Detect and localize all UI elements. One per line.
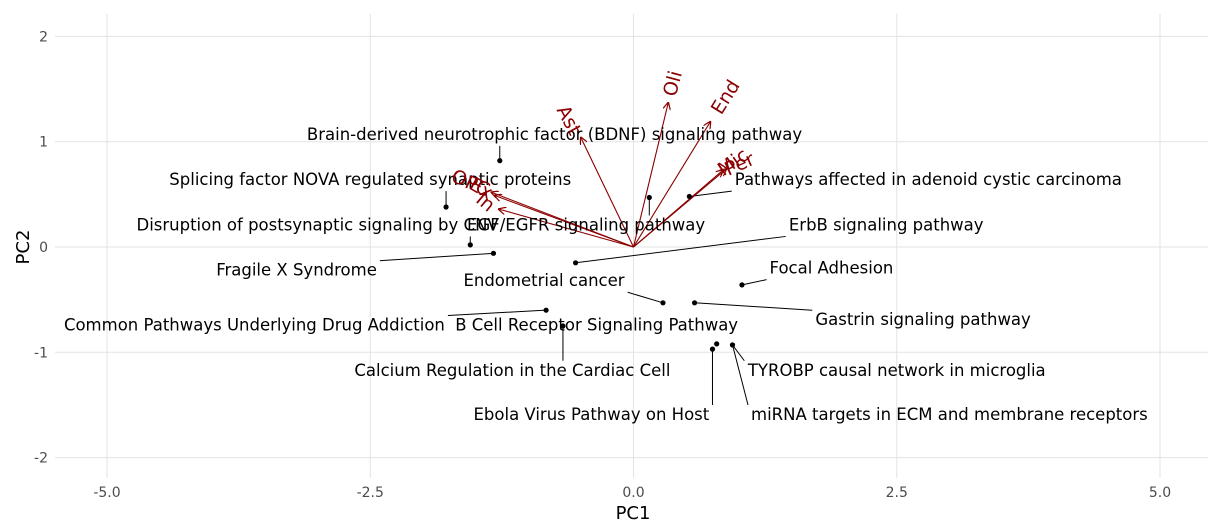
loading-vector-arrow (633, 122, 711, 248)
point-label: Calcium Regulation in the Cardiac Cell (354, 361, 670, 380)
label-leader-line (689, 190, 732, 197)
loading-vector-arrow (632, 103, 669, 248)
point-label: Gastrin signaling pathway (815, 310, 1031, 329)
data-point (686, 193, 692, 200)
point-label: Ebola Virus Pathway on Host (473, 405, 709, 424)
point-label: B Cell Receptor Signaling Pathway (455, 315, 738, 334)
y-tick-label: -2 (34, 451, 48, 467)
loading-vector-arrow (581, 137, 634, 248)
label-leader-line (694, 302, 813, 311)
point-label: Disruption of postsynaptic signaling by … (136, 215, 499, 234)
grid-lines (55, 14, 1208, 478)
label-leader-line (627, 291, 664, 304)
y-tick-label: 2 (39, 29, 48, 45)
axis-ticks: -5.0 -2.5 0.0 2.5 5.0 -2 -1 0 1 2 (34, 29, 1171, 501)
point-label: ErbB signaling pathway (789, 215, 984, 234)
loading-vector-arrow (633, 170, 724, 248)
data-point (467, 242, 473, 248)
data-point (443, 204, 449, 210)
data-point (691, 300, 698, 306)
data-point (572, 260, 579, 266)
x-tick-label: -5.0 (93, 485, 120, 501)
point-label: EGF/EGFR signaling pathway (467, 215, 705, 234)
label-leader-line (575, 235, 786, 264)
point-label: miRNA targets in ECM and membrane recept… (751, 405, 1148, 424)
label-leader-line (731, 344, 749, 406)
y-tick-label: -1 (34, 345, 48, 361)
data-point (490, 250, 497, 256)
data-point (646, 194, 652, 201)
label-leader-line (379, 252, 494, 262)
y-tick-label: 0 (39, 240, 48, 256)
y-axis-title: PC2 (13, 230, 34, 265)
vector-label: Oli (659, 68, 687, 98)
y-tick-label: 1 (39, 135, 48, 151)
data-point (739, 282, 745, 288)
loading-vector-arrow (495, 195, 634, 248)
data-point (729, 342, 736, 348)
data-point (497, 158, 503, 164)
vector-label: End (707, 76, 745, 118)
point-labels: Brain-derived neurotrophic factor (BDNF)… (64, 125, 1148, 424)
point-label: Common Pathways Underlying Drug Addictio… (64, 315, 445, 334)
point-label: Fragile X Syndrome (216, 261, 377, 280)
label-leader-line (447, 309, 547, 316)
label-leader-line (732, 344, 745, 362)
data-point (660, 300, 666, 306)
label-leader-lines (379, 145, 813, 406)
x-axis-title: PC1 (616, 503, 651, 524)
loading-vectors (491, 103, 726, 248)
x-tick-label: -2.5 (357, 485, 384, 501)
x-tick-label: 5.0 (1149, 485, 1171, 501)
point-label: Splicing factor NOVA regulated synaptic … (169, 170, 571, 189)
point-label: TYROBP causal network in microglia (747, 361, 1046, 380)
data-points (443, 158, 745, 352)
x-tick-label: 2.5 (886, 485, 908, 501)
data-point (543, 307, 549, 313)
data-point (714, 341, 720, 347)
data-point (560, 323, 566, 329)
point-label: Endometrial cancer (463, 271, 624, 290)
loading-vector-arrow (499, 209, 634, 248)
label-leader-line (741, 279, 767, 286)
point-label: Pathways affected in adenoid cystic carc… (735, 170, 1122, 189)
point-label: Focal Adhesion (770, 259, 894, 278)
x-tick-label: 0.0 (622, 485, 644, 501)
data-point (709, 346, 716, 352)
point-label: Brain-derived neurotrophic factor (BDNF)… (307, 125, 802, 144)
